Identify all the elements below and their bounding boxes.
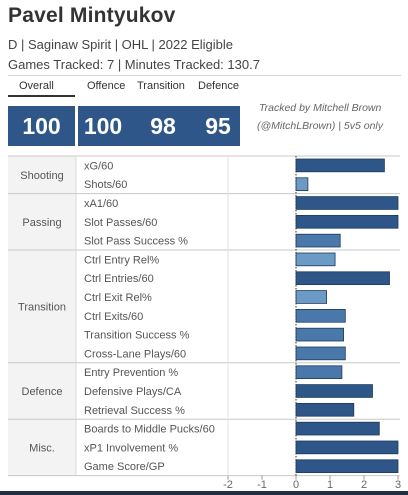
metric-bar [295,346,346,361]
metric-bar [295,290,328,304]
metric-label: Cross-Lane Plays/60 [84,348,186,360]
defence-label: Defence [198,80,239,92]
metric-label: Slot Pass Success % [84,236,188,248]
overall-score: 100 [22,113,61,139]
metric-label: Retrieval Success % [84,405,185,417]
metric-bar [295,384,373,398]
player-name: Pavel Mintyukov [8,4,176,27]
metric-bar [295,214,399,229]
x-tick-label: 0 [293,479,299,491]
metric-bar [295,459,399,473]
metric-label: xP1 Involvement % [84,442,178,454]
metric-bar [295,252,336,267]
metric-label: Ctrl Entries/60 [84,273,154,285]
credit-line-2: (@MitchLBrown) | 5v5 only [257,120,384,132]
overall-score-box [8,106,75,146]
metric-label: xA1/60 [84,198,118,210]
metric-bar [295,177,309,192]
metric-label: Ctrl Exits/60 [84,311,143,323]
transition-label: Transition [137,80,185,92]
defence-score: 95 [205,113,231,139]
x-tick-label: 3 [395,479,401,491]
metric-bar [295,158,385,173]
header-divider [8,75,401,76]
transition-score: 98 [150,113,176,139]
metric-bar [295,233,341,248]
metric-label: Boards to Middle Pucks/60 [84,424,215,436]
bottom-strip [0,491,408,495]
metric-label: Ctrl Exit Rel% [84,292,152,304]
overall-label: Overall [19,80,54,92]
metric-bar [295,308,346,323]
metric-bar [295,440,399,455]
metric-bar [295,196,399,210]
credit-line-1: Tracked by Mitchell Brown [259,102,382,114]
category-score-box [78,106,240,146]
metric-label: Ctrl Entry Rel% [84,254,159,266]
metric-label: Transition Success % [84,330,190,342]
metric-bar [295,421,380,436]
metric-label: Game Score/GP [84,461,165,473]
overall-underline [8,95,75,97]
x-tick-label: -2 [223,479,233,491]
metric-label: Slot Passes/60 [84,217,157,229]
group-label: Misc. [29,442,55,454]
metric-bar [295,271,390,285]
metric-label: xG/60 [84,160,113,172]
offence-score: 100 [83,113,123,139]
offence-label: Offence [87,80,126,92]
x-tick-label: 1 [327,479,333,491]
metric-bar [295,327,344,342]
metric-bar [295,402,355,417]
group-label: Defence [22,386,63,398]
metric-label: Shots/60 [84,179,127,191]
group-column-background [8,156,76,476]
player-subtitle: D | Saginaw Spirit | OHL | 2022 Eligible [8,37,233,52]
group-label: Shooting [20,170,63,182]
games-tracked-text: Games Tracked: 7 | Minutes Tracked: 130.… [8,57,260,72]
x-tick-label: 2 [361,479,367,491]
group-label: Transition [18,301,66,313]
metric-bar [295,365,343,379]
x-tick-label: -1 [257,479,267,491]
metric-label: Entry Prevention % [84,367,178,379]
group-label: Passing [22,217,61,229]
metric-label: Defensive Plays/CA [84,386,182,398]
